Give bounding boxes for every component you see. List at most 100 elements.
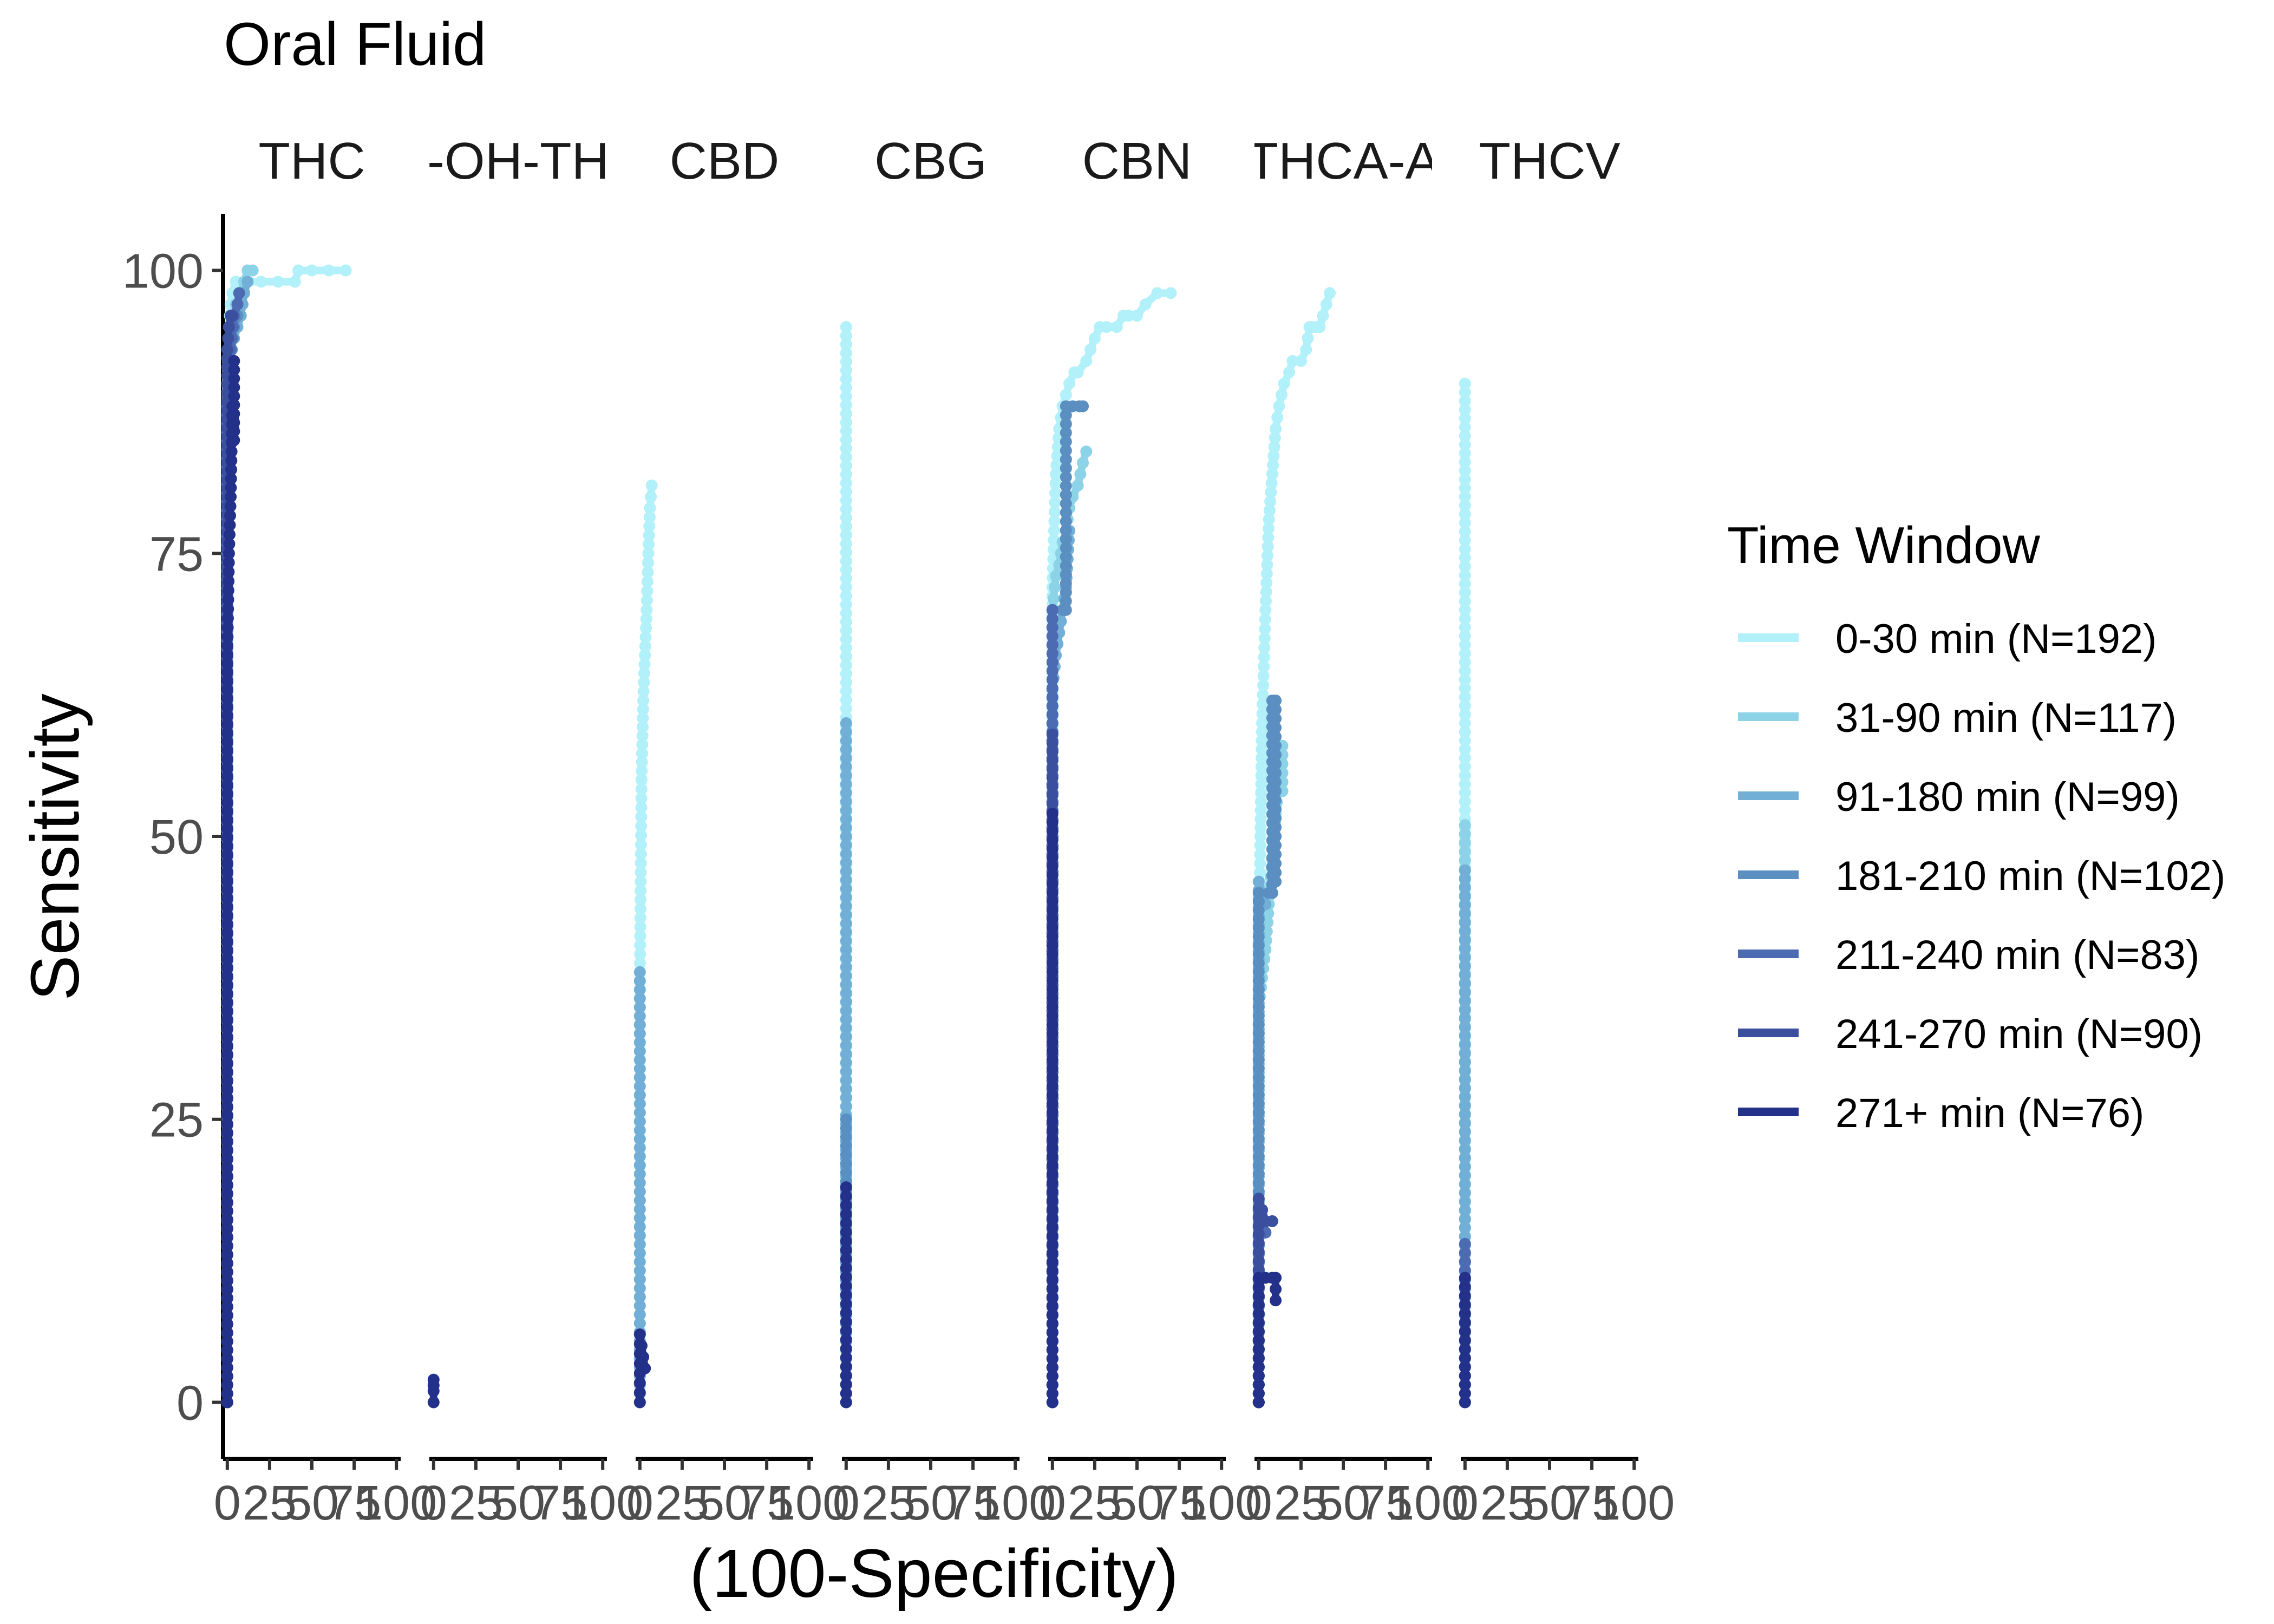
data-point (221, 1379, 233, 1391)
data-point (1263, 504, 1276, 516)
data-point (633, 1396, 646, 1409)
data-point (1046, 887, 1058, 899)
data-point (1270, 749, 1282, 761)
panel-0 (221, 264, 352, 1409)
data-point (840, 598, 852, 611)
data-point (221, 1014, 233, 1026)
data-point (228, 381, 240, 394)
data-point (1060, 524, 1072, 536)
data-point (1252, 1168, 1265, 1180)
legend-label: 241-270 min (N=90) (1835, 1011, 2203, 1057)
data-point (221, 806, 233, 818)
data-point (1270, 739, 1282, 752)
data-point (840, 650, 852, 663)
data-point (633, 1150, 646, 1163)
data-point (221, 612, 234, 625)
data-point (1080, 446, 1093, 458)
data-point (1060, 560, 1072, 572)
chart-title: Oral Fluid (224, 10, 486, 78)
data-point (637, 712, 649, 724)
data-point (221, 1335, 233, 1348)
data-point (840, 555, 852, 567)
data-point (1252, 1396, 1265, 1409)
data-point (1459, 1378, 1471, 1391)
data-point (221, 823, 233, 835)
data-point (221, 857, 233, 870)
data-point (1254, 866, 1266, 879)
data-point (1252, 1018, 1265, 1031)
data-point (221, 1318, 233, 1331)
data-point (1252, 939, 1265, 952)
data-point (1459, 995, 1471, 1007)
x-tick-label: 0 (1452, 1476, 1479, 1530)
x-tick-label: 25 (1274, 1476, 1328, 1530)
data-point (1459, 377, 1471, 390)
data-point (1046, 1150, 1058, 1163)
data-point (840, 935, 852, 947)
data-point (1459, 665, 1471, 677)
data-point (840, 1396, 852, 1409)
legend-label: 211-240 min (N=83) (1835, 932, 2199, 978)
data-point (840, 839, 852, 852)
data-point (1265, 477, 1278, 489)
data-point (1459, 1135, 1471, 1147)
data-point (840, 900, 852, 912)
data-point (1256, 717, 1269, 729)
data-point (840, 908, 852, 921)
data-point (633, 1186, 646, 1198)
data-point (1459, 986, 1471, 999)
data-point (637, 685, 650, 698)
data-point (1046, 1255, 1058, 1268)
legend-label: 181-210 min (N=102) (1835, 853, 2225, 899)
data-point (221, 892, 233, 905)
data-point (1459, 1334, 1471, 1346)
data-point (1459, 942, 1471, 955)
data-point (1459, 1099, 1471, 1112)
data-point (1254, 857, 1266, 870)
data-point (1459, 1352, 1471, 1364)
data-point (221, 1300, 233, 1313)
data-point (1254, 795, 1267, 808)
data-point (1270, 731, 1282, 743)
data-point (635, 783, 648, 795)
data-point (1267, 459, 1279, 472)
data-point (633, 1273, 646, 1286)
data-point (1262, 532, 1275, 543)
data-point (840, 1360, 852, 1373)
data-point (221, 1205, 233, 1217)
data-point (1046, 1176, 1058, 1189)
y-tick-label: 100 (122, 245, 204, 299)
data-point (1459, 828, 1471, 840)
data-point (633, 1194, 646, 1207)
panel-4 (1046, 287, 1177, 1409)
data-point (1252, 1045, 1265, 1057)
data-point (840, 581, 852, 593)
data-point (840, 572, 852, 585)
data-point (1459, 960, 1471, 972)
data-point (1046, 966, 1058, 978)
data-point (1459, 403, 1471, 416)
data-point (221, 1344, 233, 1357)
data-point (840, 659, 852, 671)
data-point (635, 829, 648, 842)
data-point (1110, 321, 1123, 333)
y-tick-label: 0 (177, 1376, 204, 1430)
data-point (1046, 808, 1058, 820)
data-point (225, 454, 238, 467)
data-point (221, 979, 233, 992)
data-point (1264, 495, 1277, 508)
data-point (292, 264, 305, 277)
data-point (840, 408, 852, 420)
data-point (228, 364, 240, 376)
data-point (840, 1387, 852, 1399)
data-point (633, 1377, 646, 1389)
data-point (1300, 343, 1312, 356)
data-point (840, 821, 852, 834)
data-point (1257, 670, 1270, 682)
data-point (840, 1333, 852, 1346)
data-point (1046, 780, 1058, 793)
data-point (1459, 447, 1471, 460)
data-point (1046, 1159, 1058, 1171)
data-point (840, 1157, 852, 1170)
data-point (1088, 332, 1101, 344)
